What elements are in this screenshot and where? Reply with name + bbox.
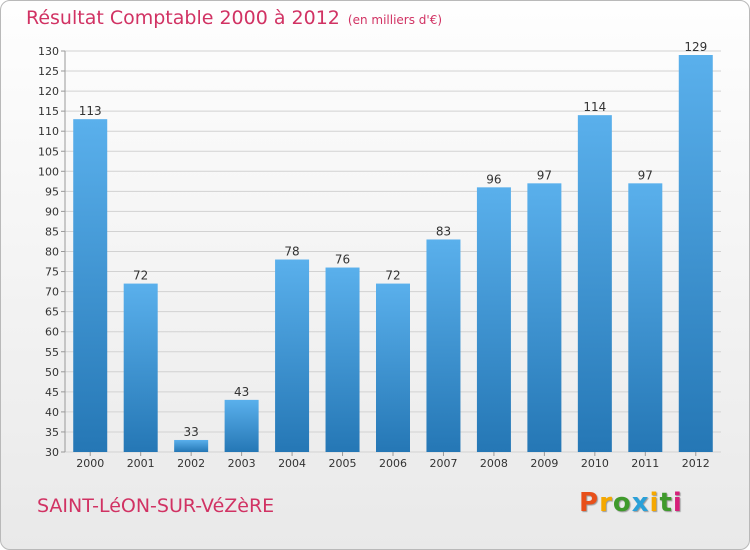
value-label-2012: 129	[684, 40, 707, 54]
y-tick-label: 110	[38, 125, 59, 138]
bar-2005	[325, 267, 360, 452]
logo-letter: i	[649, 488, 660, 518]
y-tick-label: 75	[45, 266, 59, 279]
x-tick-label-2003: 2003	[228, 457, 256, 470]
x-tick-label-2007: 2007	[429, 457, 457, 470]
chart-title: Résultat Comptable 2000 à 2012 (en millie…	[26, 7, 442, 29]
value-label-2001: 72	[133, 269, 148, 283]
bar-2004	[275, 259, 310, 452]
bar-2008	[476, 187, 511, 452]
y-tick-label: 50	[45, 366, 59, 379]
y-tick-label: 125	[38, 65, 59, 78]
value-label-2007: 83	[436, 224, 451, 238]
logo-letter: r	[599, 488, 613, 518]
y-tick-label: 115	[38, 105, 59, 118]
bar-2002	[174, 439, 209, 452]
y-tick-label: 40	[45, 406, 59, 419]
chart-title-text: Résultat Comptable 2000 à 2012	[26, 7, 340, 29]
commune-name: SAINT-LéON-SUR-VéZèRE	[37, 495, 275, 517]
x-tick-label-2012: 2012	[682, 457, 710, 470]
x-tick-label-2011: 2011	[631, 457, 659, 470]
logo-letter: i	[672, 488, 683, 518]
value-label-2003: 43	[234, 385, 249, 399]
y-tick-label: 45	[45, 386, 59, 399]
y-tick-label: 65	[45, 306, 59, 319]
y-tick-label: 35	[45, 426, 59, 439]
logo-letter: t	[659, 488, 673, 518]
x-tick-label-2000: 2000	[76, 457, 104, 470]
y-tick-label: 60	[45, 326, 59, 339]
value-label-2004: 78	[284, 245, 299, 259]
bar-2011	[628, 183, 663, 452]
y-tick-label: 105	[38, 145, 59, 158]
bars	[73, 55, 713, 453]
y-tick-label: 85	[45, 225, 59, 238]
proxiti-logo: Proxiti	[579, 488, 683, 518]
y-axis-ticks: 30 35 40 45 50 55 60 65 70 75 80 85 90 95 100 105 110 115…	[38, 45, 65, 459]
logo-letter: P	[579, 488, 600, 518]
value-label-2005: 76	[335, 253, 350, 267]
y-tick-label: 95	[45, 185, 59, 198]
y-tick-label: 100	[38, 165, 59, 178]
y-tick-label: 130	[38, 45, 59, 58]
value-label-2002: 33	[184, 425, 199, 439]
x-tick-label-2010: 2010	[581, 457, 609, 470]
y-tick-label: 30	[45, 446, 59, 459]
x-tick-label-2001: 2001	[127, 457, 155, 470]
bar-2006	[376, 283, 410, 452]
bar-2007	[426, 239, 461, 452]
value-label-2010: 114	[583, 100, 606, 114]
logo-letter: x	[631, 488, 650, 518]
bar-2012	[678, 55, 713, 452]
y-tick-label: 120	[38, 85, 59, 98]
value-label-2008: 96	[486, 172, 501, 186]
x-tick-label-2006: 2006	[379, 457, 407, 470]
bar-2010	[577, 115, 612, 452]
bar-2000	[73, 119, 108, 453]
y-tick-label: 55	[45, 346, 59, 359]
x-tick-label-2008: 2008	[480, 457, 508, 470]
x-tick-label-2004: 2004	[278, 457, 306, 470]
y-tick-label: 90	[45, 205, 59, 218]
bar-2003	[224, 399, 259, 452]
chart-unit: (en milliers d'€)	[347, 13, 443, 27]
value-label-2006: 72	[385, 269, 400, 283]
logo-letter: o	[612, 488, 632, 518]
bar-2009	[527, 183, 562, 452]
x-axis-ticks: 2000 2001 2002 2003 2004 2005 2006 2007 2008 2009…	[76, 452, 710, 470]
y-tick-label: 80	[45, 246, 59, 259]
x-tick-label-2005: 2005	[329, 457, 357, 470]
value-labels: 113 72 33 43 78 76 72 83 96 97 114 97 129	[79, 40, 707, 439]
bar-2001	[123, 283, 158, 452]
value-label-2009: 97	[537, 168, 552, 182]
value-label-2000: 113	[79, 104, 102, 118]
value-label-2011: 97	[638, 168, 653, 182]
x-tick-label-2002: 2002	[177, 457, 205, 470]
y-tick-label: 70	[45, 286, 59, 299]
x-tick-label-2009: 2009	[530, 457, 558, 470]
